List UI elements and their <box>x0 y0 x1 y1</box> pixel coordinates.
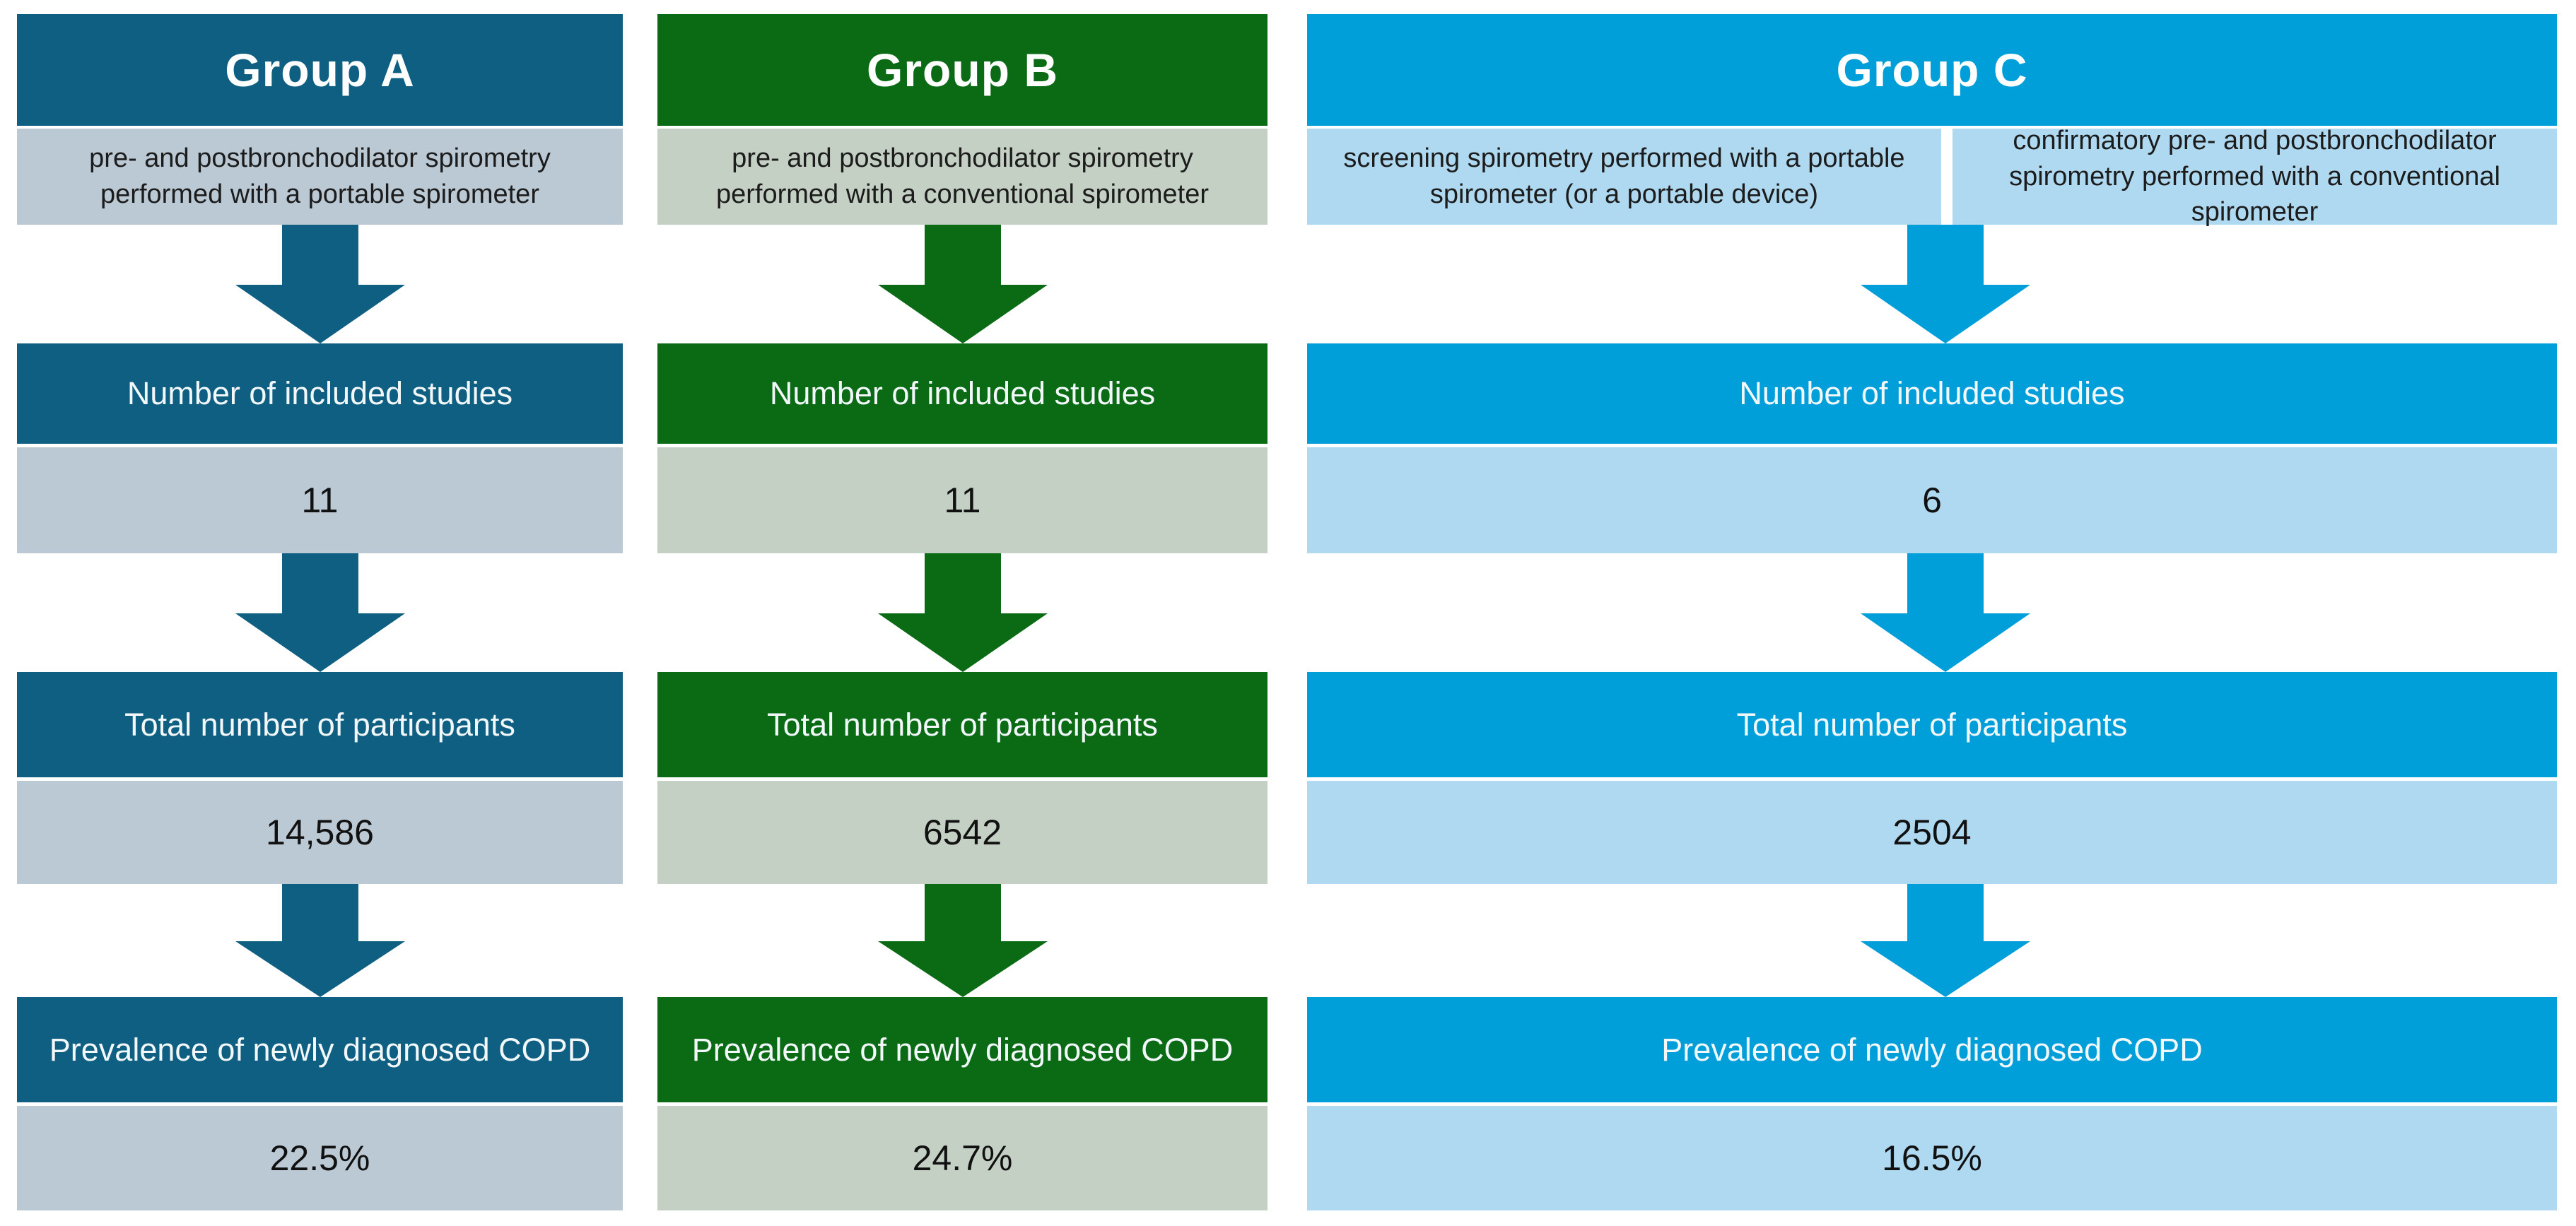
group-c-header: Group C <box>1307 14 2557 126</box>
down-arrow-icon <box>877 553 1048 672</box>
step-value: 6 <box>1922 481 1942 520</box>
step-label: Total number of participants <box>767 706 1158 743</box>
group-a-header: Group A <box>17 14 623 126</box>
step-label: Prevalence of newly diagnosed COPD <box>1661 1031 2203 1068</box>
step-label: Number of included studies <box>1739 375 2125 411</box>
group-c-participants-label-box: Total number of participants <box>1307 672 2557 777</box>
group-c-title: Group C <box>1836 44 2028 96</box>
group-b-title: Group B <box>867 44 1058 96</box>
group-c-prevalence-value-box: 16.5% <box>1307 1106 2557 1210</box>
step-label: Prevalence of newly diagnosed COPD <box>691 1031 1234 1068</box>
step-label: Number of included studies <box>127 375 513 411</box>
step-value: 11 <box>944 481 981 520</box>
group-b-participants-value-box: 6542 <box>657 781 1267 884</box>
step-value: 14,586 <box>266 813 374 852</box>
group-c-participants-value-box: 2504 <box>1307 781 2557 884</box>
down-arrow-icon <box>235 884 405 997</box>
group-b-participants-label-box: Total number of participants <box>657 672 1267 777</box>
step-label: Number of included studies <box>769 375 1156 411</box>
down-arrow-icon <box>877 225 1048 343</box>
group-a-participants-value-box: 14,586 <box>17 781 623 884</box>
group-c-description-right-box: confirmatory pre- and postbronchodilator… <box>1953 126 2557 227</box>
down-arrow-icon <box>1861 884 2030 997</box>
down-arrow-icon <box>877 884 1048 997</box>
step-label: Prevalence of newly diagnosed COPD <box>49 1031 591 1068</box>
group-a-studies-label-box: Number of included studies <box>17 343 623 444</box>
group-a-title: Group A <box>225 44 415 96</box>
step-value: 16.5% <box>1882 1138 1982 1178</box>
down-arrow-icon <box>235 553 405 672</box>
group-b-studies-label-box: Number of included studies <box>657 343 1267 444</box>
group-b-prevalence-label-box: Prevalence of newly diagnosed COPD <box>657 997 1267 1102</box>
step-value: 24.7% <box>912 1138 1013 1178</box>
group-a-column: Group A pre- and postbronchodilator spir… <box>17 0 623 1226</box>
group-b-header: Group B <box>657 14 1267 126</box>
group-c-studies-label-box: Number of included studies <box>1307 343 2557 444</box>
group-b-studies-value-box: 11 <box>657 447 1267 553</box>
group-a-prevalence-value-box: 22.5% <box>17 1106 623 1210</box>
down-arrow-icon <box>1861 553 2030 672</box>
group-c-column: Group C screening spirometry performed w… <box>1307 0 2557 1226</box>
group-a-description: pre- and postbronchodilator spirometry p… <box>89 143 551 209</box>
group-c-description-screening: screening spirometry performed with a po… <box>1343 143 1905 209</box>
group-b-description-box: pre- and postbronchodilator spirometry p… <box>657 129 1267 225</box>
step-value: 2504 <box>1892 813 1972 852</box>
step-label: Total number of participants <box>124 706 515 743</box>
group-a-prevalence-label-box: Prevalence of newly diagnosed COPD <box>17 997 623 1102</box>
group-c-description-confirmatory: confirmatory pre- and postbronchodilator… <box>2009 125 2500 228</box>
group-c-prevalence-label-box: Prevalence of newly diagnosed COPD <box>1307 997 2557 1102</box>
down-arrow-icon <box>1861 225 2030 343</box>
group-b-column: Group B pre- and postbronchodilator spir… <box>657 0 1267 1226</box>
group-a-studies-value-box: 11 <box>17 447 623 553</box>
step-value: 11 <box>301 481 339 520</box>
group-c-studies-value-box: 6 <box>1307 447 2557 553</box>
group-c-description-left-box: screening spirometry performed with a po… <box>1307 129 1941 225</box>
step-value: 22.5% <box>269 1138 370 1178</box>
group-a-description-box: pre- and postbronchodilator spirometry p… <box>17 129 623 225</box>
step-label: Total number of participants <box>1736 706 2128 743</box>
group-b-prevalence-value-box: 24.7% <box>657 1106 1267 1210</box>
group-b-description: pre- and postbronchodilator spirometry p… <box>715 143 1209 209</box>
group-a-participants-label-box: Total number of participants <box>17 672 623 777</box>
down-arrow-icon <box>235 225 405 343</box>
step-value: 6542 <box>923 813 1002 852</box>
